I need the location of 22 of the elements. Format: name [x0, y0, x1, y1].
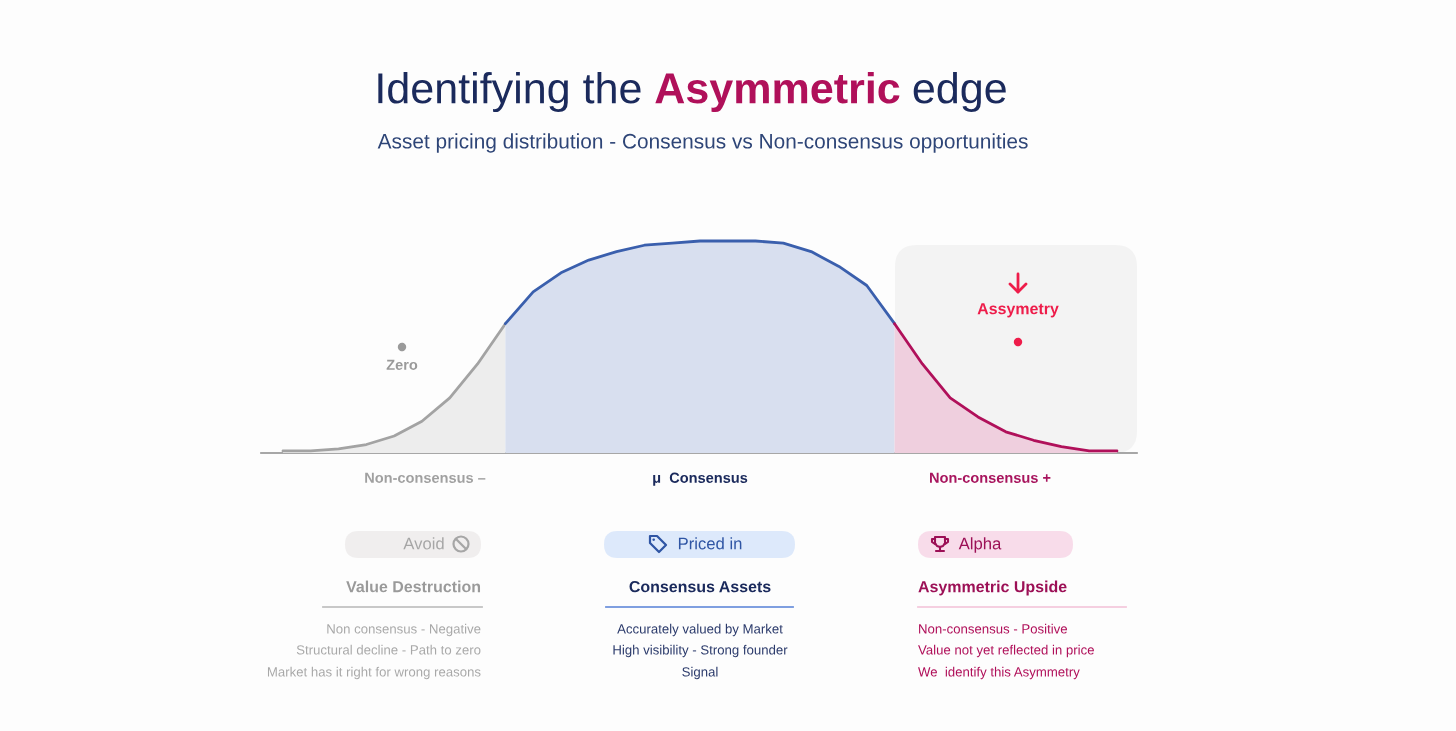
chart-title: Identifying the Asymmetric edge: [378, 71, 1006, 113]
text: Non-consensus –: [365, 472, 486, 483]
annotation: Assymetry: [977, 303, 1059, 318]
text: Consensus Assets: [629, 580, 771, 593]
text: Value Destruction: [346, 580, 481, 593]
text: Market has it right for wrong reasons: [267, 666, 481, 680]
text: High visibility - Strong founder: [613, 644, 788, 658]
text: We identify this Asymmetry: [918, 666, 1080, 680]
text: Priced in: [678, 537, 742, 550]
text: Value not yet reflected in price: [918, 644, 1094, 658]
text: Non-consensus - Positive: [919, 623, 1068, 634]
text: Avoid: [403, 537, 444, 550]
text: Structural decline - Path to zero: [296, 644, 481, 655]
annotation: Zero: [386, 359, 418, 370]
text: Asymmetric Upside: [918, 580, 1067, 596]
text: Non-consensus +: [930, 472, 1051, 483]
text: μ Consensus: [653, 472, 748, 486]
text: Signal: [682, 666, 718, 680]
chart-subtitle: Asset pricing distribution - Consensus vs Non-consensus opportunities: [377, 133, 1028, 153]
text: Non consensus - Negative: [327, 623, 481, 637]
text: Accurately valued by Market: [617, 623, 783, 637]
text: Alpha: [958, 537, 1002, 553]
